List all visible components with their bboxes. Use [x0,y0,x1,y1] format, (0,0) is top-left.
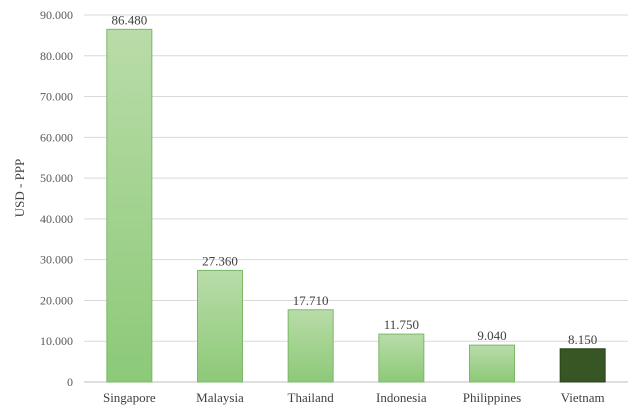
data-label-philippines: 9.040 [477,328,506,343]
bar-philippines [469,344,515,383]
data-label-malaysia: 27.360 [202,253,238,268]
bar-singapore [106,28,153,383]
data-label-vietnam: 8.150 [568,332,597,347]
y-axis-title: USD - PPP [12,159,27,218]
category-label-malaysia: Malaysia [196,390,244,405]
category-label-thailand: Thailand [288,390,335,405]
bar-vietnam [559,348,606,383]
category-label-indonesia: Indonesia [376,390,427,405]
data-label-singapore: 86.480 [111,12,147,27]
data-label-indonesia: 11.750 [384,317,419,332]
category-label-philippines: Philippines [463,390,522,405]
y-tick-label: 70.000 [40,90,73,104]
bar-indonesia [378,333,425,383]
y-tick-label: 0 [67,375,73,389]
x-axis-categories: Singapore Malaysia Thailand Indonesia Philip… [103,390,605,405]
y-tick-label: 10.000 [40,334,73,348]
data-labels: 86.480 27.360 17.710 11.750 9.040 8.150 [111,12,597,346]
bar-malaysia [197,269,243,383]
y-tick-label: 30.000 [40,253,73,267]
y-axis-ticks: 0 10.000 20.000 30.000 40.000 50.000 60.000 70.… [40,8,73,389]
gridlines [84,14,628,383]
bar-thailand [287,309,334,383]
bars [106,28,606,383]
data-label-thailand: 17.710 [293,293,329,308]
y-tick-label: 50.000 [40,171,73,185]
y-tick-label: 60.000 [40,130,73,144]
y-tick-label: 40.000 [40,212,73,226]
y-tick-label: 20.000 [40,293,73,307]
category-label-vietnam: Vietnam [561,390,605,405]
y-tick-label: 90.000 [40,8,73,22]
y-tick-label: 80.000 [40,49,73,63]
category-label-singapore: Singapore [103,390,156,405]
